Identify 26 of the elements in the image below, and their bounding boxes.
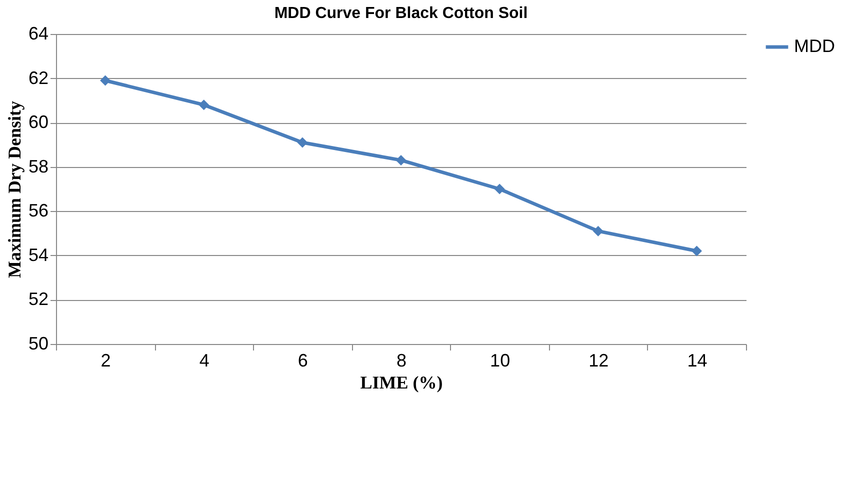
y-tick-label: 58 bbox=[28, 156, 48, 176]
y-tick-label: 52 bbox=[28, 289, 48, 310]
point bbox=[592, 226, 604, 236]
y-tick-label: 56 bbox=[28, 200, 48, 221]
point bbox=[494, 184, 505, 194]
point bbox=[100, 75, 111, 86]
y-axis-title: Maximum Dry Density bbox=[4, 101, 24, 278]
legend-label: MDD bbox=[794, 36, 835, 56]
x-tick-label: 10 bbox=[490, 350, 510, 370]
y-tick-label: 54 bbox=[28, 244, 48, 265]
y-tick-label: 62 bbox=[28, 68, 48, 88]
x-tick-label: 4 bbox=[199, 350, 210, 370]
x-tick-label: 8 bbox=[396, 350, 407, 370]
x-axis-title: LIME (%) bbox=[360, 372, 443, 392]
x-tick-label: 2 bbox=[100, 350, 111, 370]
point bbox=[198, 100, 210, 110]
x-tick-label: 6 bbox=[298, 350, 308, 370]
x-tick-label: 12 bbox=[588, 350, 609, 370]
chart-title: MDD Curve For Black Cotton Soil bbox=[274, 5, 528, 22]
point bbox=[297, 137, 308, 148]
y-tick-label: 50 bbox=[28, 334, 48, 354]
y-tick-label: 60 bbox=[28, 112, 48, 132]
point bbox=[691, 246, 702, 256]
x-tick-label: 14 bbox=[687, 350, 708, 370]
point bbox=[396, 154, 406, 166]
y-tick-label: 64 bbox=[28, 24, 48, 44]
